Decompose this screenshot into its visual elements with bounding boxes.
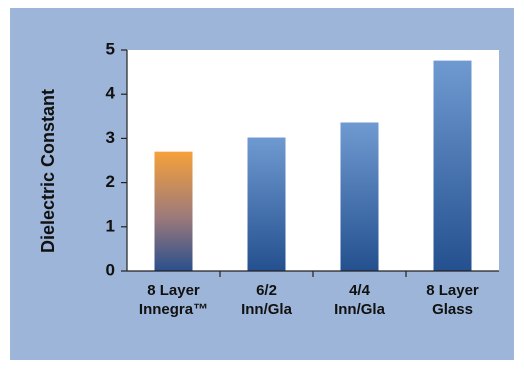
x-tick-label: Glass <box>432 301 473 318</box>
chart-frame: 0 1 2 3 4 5 8 Layer Innegra™ 6/2 Inn/Gla 4/4 Inn/G… <box>10 8 514 360</box>
bar <box>433 60 472 271</box>
x-tick-label: 6/2 <box>256 282 277 299</box>
y-tick-label: 3 <box>106 128 115 147</box>
x-tick-label: Inn/Gla <box>241 301 292 318</box>
bar <box>247 137 286 271</box>
x-tick-label: 4/4 <box>349 282 371 299</box>
x-tick-label: Inn/Gla <box>334 301 385 318</box>
y-axis-label: Dielectric Constant <box>38 89 58 253</box>
x-tick-label: Innegra™ <box>139 301 208 318</box>
y-tick-label: 4 <box>106 84 116 103</box>
y-tick-label: 5 <box>106 39 115 58</box>
bar <box>154 151 193 271</box>
bar <box>340 122 379 271</box>
y-tick-label: 0 <box>106 260 115 279</box>
y-tick-label: 1 <box>106 216 115 235</box>
bar-chart: 0 1 2 3 4 5 8 Layer Innegra™ 6/2 Inn/Gla 4/4 Inn/G… <box>38 39 499 318</box>
x-tick-label: 8 Layer <box>426 282 479 299</box>
x-tick-label: 8 Layer <box>147 282 200 299</box>
y-tick-label: 2 <box>106 172 115 191</box>
